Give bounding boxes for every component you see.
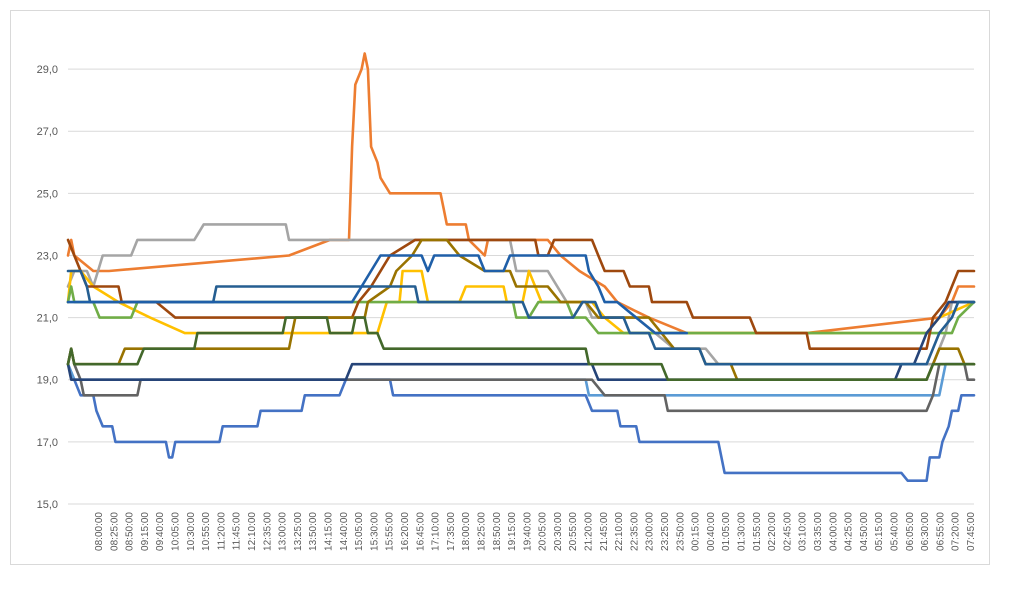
series-line-5 (66, 362, 976, 482)
x-tick-label: 01:55:00 (752, 512, 763, 551)
x-tick-label: 18:25:00 (476, 512, 487, 551)
x-tick-label: 19:15:00 (507, 512, 518, 551)
x-axis-ticks: 08:00:00 08:25:00 08:50:00 09:15:00 09:40:00… (94, 512, 977, 551)
x-tick-label: 12:10:00 (247, 512, 258, 551)
x-tick-label: 08:25:00 (109, 512, 120, 551)
x-tick-label: 05:15:00 (874, 512, 885, 551)
x-tick-label: 20:05:00 (538, 512, 549, 551)
y-tick-label: 21,0 (37, 313, 58, 325)
x-tick-label: 14:15:00 (323, 512, 334, 551)
x-tick-label: 00:40:00 (706, 512, 717, 551)
y-tick-label: 17,0 (37, 437, 58, 449)
series-line-4 (66, 285, 976, 335)
x-tick-label: 06:30:00 (920, 512, 931, 551)
x-tick-label: 06:55:00 (935, 512, 946, 551)
x-tick-label: 14:40:00 (339, 512, 350, 551)
x-tick-label: 16:20:00 (400, 512, 411, 551)
x-tick-label: 22:35:00 (629, 512, 640, 551)
series-line-11 (66, 269, 976, 366)
x-tick-label: 22:10:00 (614, 512, 625, 551)
series-line-13 (66, 316, 976, 381)
x-tick-label: 19:40:00 (522, 512, 533, 551)
x-tick-label: 08:50:00 (125, 512, 136, 551)
series-group (66, 52, 976, 482)
x-tick-label: 02:20:00 (767, 512, 778, 551)
x-tick-label: 20:55:00 (568, 512, 579, 551)
x-tick-label: 23:25:00 (660, 512, 671, 551)
x-tick-label: 03:35:00 (813, 512, 824, 551)
x-tick-label: 17:10:00 (431, 512, 442, 551)
x-tick-label: 12:35:00 (262, 512, 273, 551)
x-tick-label: 23:50:00 (675, 512, 686, 551)
y-tick-label: 25,0 (37, 188, 58, 200)
x-tick-label: 13:00:00 (278, 512, 289, 551)
x-tick-label: 15:55:00 (385, 512, 396, 551)
series-line-12 (66, 254, 688, 335)
x-tick-label: 21:45:00 (599, 512, 610, 551)
x-tick-label: 15:30:00 (369, 512, 380, 551)
x-tick-label: 20:30:00 (553, 512, 564, 551)
x-tick-label: 09:15:00 (140, 512, 151, 551)
y-tick-label: 15,0 (37, 499, 58, 511)
x-tick-label: 17:35:00 (446, 512, 457, 551)
y-tick-label: 27,0 (37, 126, 58, 138)
x-tick-label: 15:05:00 (354, 512, 365, 551)
x-tick-label: 01:05:00 (721, 512, 732, 551)
x-tick-label: 07:45:00 (966, 512, 977, 551)
series-line-10 (66, 300, 976, 381)
x-tick-label: 11:20:00 (216, 512, 227, 551)
y-tick-label: 19,0 (37, 375, 58, 387)
x-tick-label: 11:45:00 (232, 512, 243, 551)
x-tick-label: 18:00:00 (461, 512, 472, 551)
x-tick-label: 04:50:00 (859, 512, 870, 551)
x-tick-label: 23:00:00 (645, 512, 656, 551)
x-tick-label: 21:20:00 (584, 512, 595, 551)
series-line-9 (66, 238, 976, 381)
x-tick-label: 10:30:00 (186, 512, 197, 551)
x-tick-label: 08:00:00 (94, 512, 105, 551)
x-tick-label: 04:00:00 (828, 512, 839, 551)
x-tick-label: 09:40:00 (155, 512, 166, 551)
x-tick-label: 04:25:00 (844, 512, 855, 551)
x-tick-label: 06:05:00 (905, 512, 916, 551)
x-tick-label: 10:05:00 (170, 512, 181, 551)
y-tick-label: 29,0 (37, 64, 58, 76)
x-tick-label: 10:55:00 (201, 512, 212, 551)
x-tick-label: 13:50:00 (308, 512, 319, 551)
x-tick-label: 13:25:00 (293, 512, 304, 551)
x-tick-label: 16:45:00 (415, 512, 426, 551)
x-tick-label: 07:20:00 (951, 512, 962, 551)
x-tick-label: 00:15:00 (691, 512, 702, 551)
x-tick-label: 03:10:00 (798, 512, 809, 551)
series-line-7 (66, 238, 976, 350)
series-line-2 (66, 223, 976, 366)
y-tick-label: 23,0 (37, 250, 58, 262)
x-tick-label: 01:30:00 (737, 512, 748, 551)
y-axis-ticks: 15,0 17,0 19,0 21,0 23,0 25,0 27,0 29,0 (37, 64, 58, 511)
x-tick-label: 18:50:00 (492, 512, 503, 551)
x-tick-label: 05:40:00 (890, 512, 901, 551)
x-tick-label: 02:45:00 (782, 512, 793, 551)
